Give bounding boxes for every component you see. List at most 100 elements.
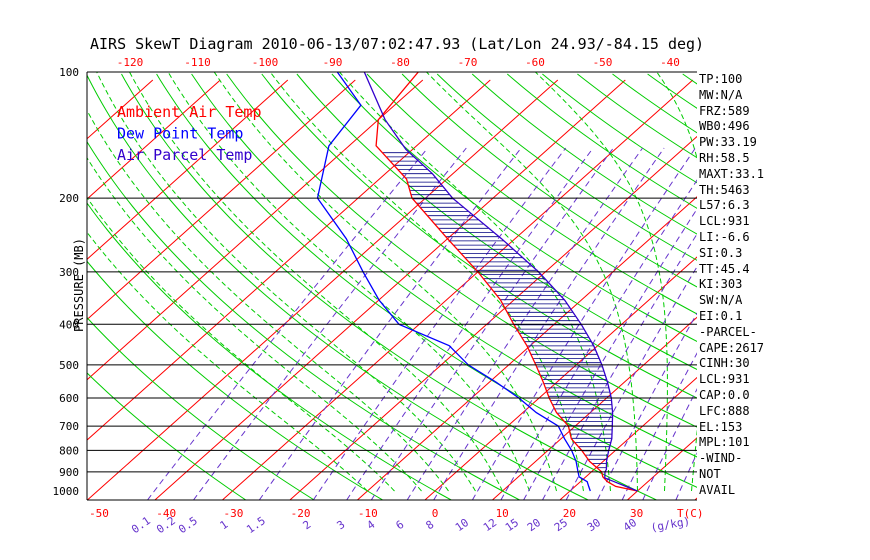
bottom-temp-tick-label: -30 xyxy=(223,507,243,520)
mixing-ratio-tick-label: 25 xyxy=(552,516,570,534)
pressure-tick-label: 1000 xyxy=(53,485,80,498)
moist-adiabat-line xyxy=(269,72,584,492)
sounding-stat-row: NOT xyxy=(699,466,721,481)
top-temp-tick-label: -70 xyxy=(458,56,478,69)
dry-adiabat-line xyxy=(87,372,247,500)
sounding-stat-row: TT:45.4 xyxy=(699,261,750,276)
moist-adiabat-line xyxy=(535,72,668,491)
isotherm-line xyxy=(87,79,559,500)
sounding-stat-row: -PARCEL- xyxy=(699,324,757,339)
mixing-ratio-line xyxy=(406,147,644,500)
isotherm-line xyxy=(87,79,289,260)
temperature-profile xyxy=(375,72,638,492)
pressure-tick-label: 200 xyxy=(59,192,79,205)
dry-adiabat-line xyxy=(87,316,315,500)
dry-adiabat-line xyxy=(191,73,697,458)
bottom-temp-tick-label: -40 xyxy=(156,507,176,520)
isotherm-line xyxy=(424,256,697,500)
pressure-tick-label: 800 xyxy=(59,444,79,457)
bottom-temp-tick-label: -20 xyxy=(291,507,311,520)
mixing-ratio-tick-label: 0.1 xyxy=(129,514,153,536)
isotherm-line xyxy=(87,79,424,381)
bottom-temp-tick-label: 10 xyxy=(496,507,509,520)
isotherm-line xyxy=(87,79,491,441)
sounding-stat-row: KI:303 xyxy=(699,277,743,292)
isotherm-line xyxy=(559,376,697,500)
sounding-stat-row: LI:-6.6 xyxy=(699,229,750,244)
dry-adiabat-line xyxy=(87,202,452,500)
chart-title: AIRS SkewT Diagram 2010-06-13/07:02:47.9… xyxy=(90,35,705,53)
pressure-tick-label: 100 xyxy=(59,66,79,79)
sounding-stat-row: EL:153 xyxy=(699,419,743,434)
dewpoint-profile xyxy=(316,72,591,492)
mixing-ratio-tick-label: 6 xyxy=(394,518,407,532)
pressure-tick-label: 700 xyxy=(59,420,79,433)
sounding-stat-row: WB0:496 xyxy=(699,119,750,134)
moist-adiabat-line xyxy=(96,72,476,492)
moist-adiabat-line xyxy=(167,72,530,492)
sounding-stat-row: SI:0.3 xyxy=(699,245,743,260)
moist-adiabat-line xyxy=(426,72,638,491)
x-axis-label: T(C) xyxy=(677,507,704,520)
mixing-ratio-tick-label: 30 xyxy=(585,516,603,534)
dry-adiabat-line xyxy=(542,73,697,184)
moist-adiabat-line xyxy=(213,72,557,492)
dry-adiabat-line xyxy=(121,73,657,500)
sounding-stat-row: TH:5463 xyxy=(699,182,750,197)
bottom-temp-tick-label: 30 xyxy=(630,507,643,520)
pressure-tick-label: 900 xyxy=(59,466,79,479)
dry-adiabat-line xyxy=(471,73,697,235)
pressure-tick-label: 500 xyxy=(59,359,79,372)
mixing-ratio-tick-label: 1 xyxy=(218,518,231,532)
bottom-temp-tick-label: 0 xyxy=(432,507,439,520)
sounding-stat-row: MW:N/A xyxy=(699,87,743,102)
moist-adiabat-line xyxy=(87,196,395,492)
isotherm-line xyxy=(154,79,626,500)
sounding-stat-row: LCL:931 xyxy=(699,372,750,387)
mixing-ratio-tick-label: 2 xyxy=(301,518,314,532)
mixing-ratio-tick-label: 3 xyxy=(335,518,348,532)
moist-adiabat-line xyxy=(339,72,611,492)
legend-entry: Ambient Air Temp xyxy=(117,103,262,121)
sounding-stat-row: TP:100 xyxy=(699,72,743,86)
sounding-stat-row: FRZ:589 xyxy=(699,103,750,118)
isotherm-line xyxy=(222,79,694,500)
isotherm-line xyxy=(289,135,697,500)
isotherm-line xyxy=(87,79,356,321)
dry-adiabat-line xyxy=(401,73,697,288)
mixing-ratio-tick-label: 40 xyxy=(621,516,639,534)
mixing-ratio-line xyxy=(596,312,697,500)
bottom-temp-tick-label: -50 xyxy=(89,507,109,520)
sounding-stat-row: CAP:0.0 xyxy=(699,387,750,402)
mixing-ratio-unit-label: (g/kg) xyxy=(650,515,691,535)
dry-adiabat-line xyxy=(226,73,697,428)
top-temp-tick-label: -90 xyxy=(323,56,343,69)
sounding-stat-row: -WIND- xyxy=(699,451,743,466)
sounding-stat-row: SW:N/A xyxy=(699,293,743,308)
sounding-stat-row: LCL:931 xyxy=(699,214,750,229)
parcel-profile xyxy=(363,72,638,492)
legend-entry: Air Parcel Temp xyxy=(117,146,252,164)
mixing-ratio-line xyxy=(621,352,697,500)
bottom-temp-tick-label: -10 xyxy=(358,507,378,520)
moist-adiabat-line xyxy=(87,109,449,492)
top-temp-tick-label: -50 xyxy=(593,56,613,69)
sounding-stat-row: EI:0.1 xyxy=(699,308,743,323)
mixing-ratio-tick-label: 12 xyxy=(481,516,499,534)
sounding-stat-row: PW:33.19 xyxy=(699,135,757,150)
mixing-ratio-tick-label: 15 xyxy=(503,516,521,534)
dry-adiabat-line xyxy=(506,73,697,209)
plot-area xyxy=(87,72,697,500)
sounding-stat-row: CINH:30 xyxy=(699,356,750,371)
dry-adiabat-line xyxy=(87,74,589,500)
top-temp-tick-label: -100 xyxy=(252,56,279,69)
dry-adiabat-line xyxy=(87,260,383,500)
sounding-stat-row: AVAIL xyxy=(699,482,736,497)
top-temp-tick-label: -80 xyxy=(390,56,410,69)
isotherm-line xyxy=(357,196,697,500)
mixing-ratio-line xyxy=(258,147,522,500)
pressure-tick-label: 400 xyxy=(59,318,79,331)
sounding-stat-row: CAPE:2617 xyxy=(699,340,765,355)
sounding-stat-row: LFC:888 xyxy=(699,403,750,418)
